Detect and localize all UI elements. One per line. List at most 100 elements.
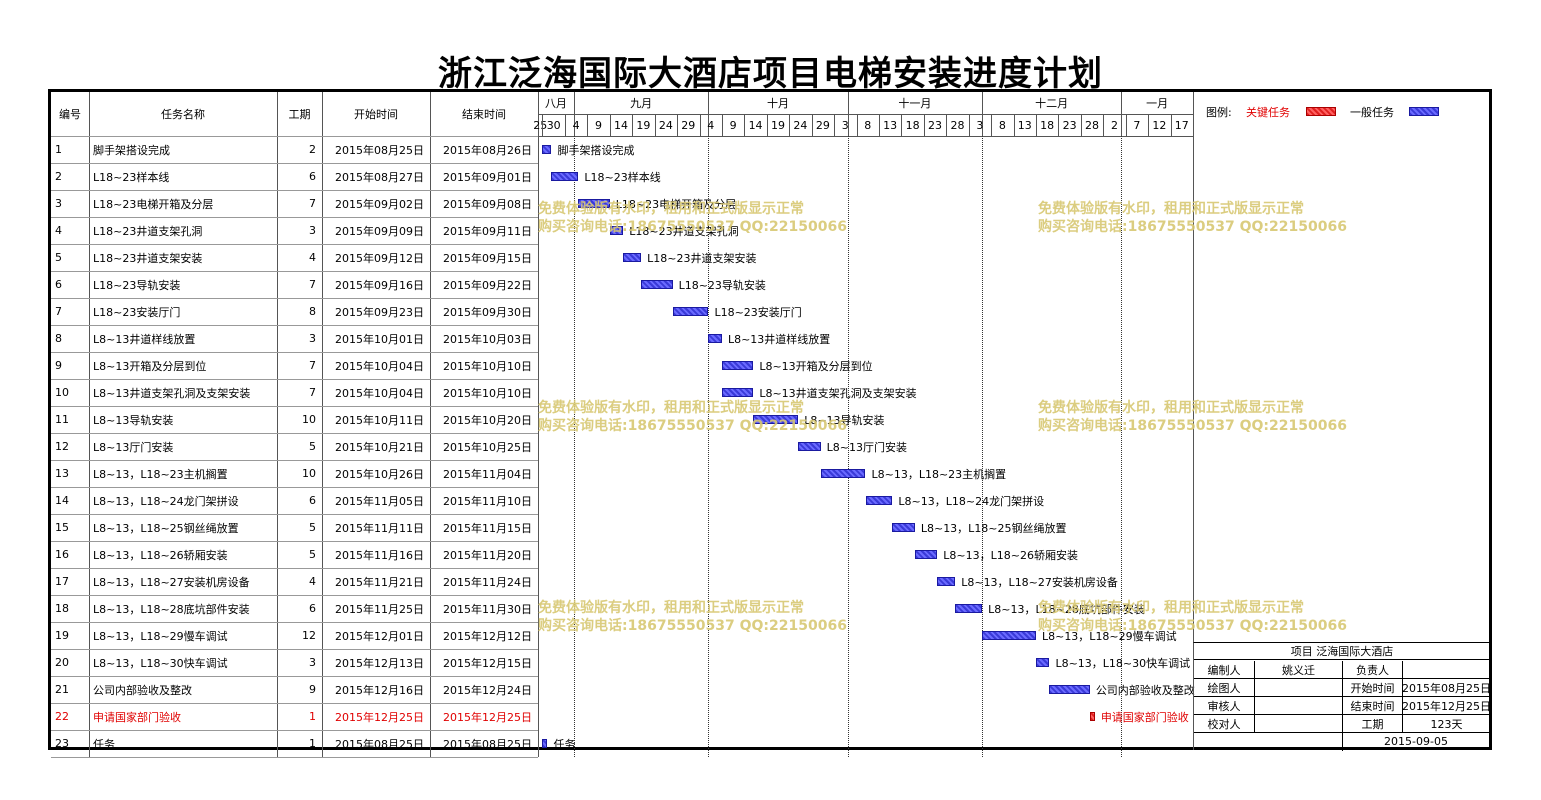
month-divider xyxy=(847,92,849,136)
cell-name: L8~13，L18~26轿厢安装 xyxy=(93,548,228,562)
day-label: 29 xyxy=(815,118,830,132)
table-row: 18 L8~13，L18~28底坑部件安装 6 2015年11月25日 2015年11月… xyxy=(51,595,538,622)
cell-name: L8~13，L18~24龙门架拼设 xyxy=(93,494,239,508)
info-date: 2015-09-05 xyxy=(1384,735,1448,748)
day-divider xyxy=(609,114,611,136)
gantt-bar xyxy=(672,307,709,316)
month-divider xyxy=(573,92,575,136)
gantt-bar xyxy=(982,631,1036,640)
gantt-bar xyxy=(865,496,893,505)
cell-end: 2015年08月25日 xyxy=(443,737,532,751)
cell-start: 2015年08月27日 xyxy=(335,170,424,184)
cell-end: 2015年11月30日 xyxy=(443,602,532,616)
cell-start: 2015年10月01日 xyxy=(335,332,424,346)
row-divider xyxy=(51,379,538,380)
cell-id: 12 xyxy=(55,440,69,453)
cell-name: L8~13厅门安装 xyxy=(93,440,174,454)
gantt-bar xyxy=(609,226,624,235)
table-row: 19 L8~13，L18~29慢车调试 12 2015年12月01日 2015年12月1… xyxy=(51,622,538,649)
table-row: 4 L18~23井道支架孔洞 3 2015年09月09日 2015年09月11日 xyxy=(51,217,538,244)
table-row: 14 L8~13，L18~24龙门架拼设 6 2015年11月05日 2015年11月1… xyxy=(51,487,538,514)
info-cell: 编制人 xyxy=(1207,664,1241,677)
month-label: 十一月 xyxy=(898,97,932,110)
row-divider xyxy=(51,703,538,704)
day-label: 19 xyxy=(771,118,785,132)
day-divider xyxy=(834,114,836,136)
day-label: 8 xyxy=(864,118,872,132)
day-label: 8 xyxy=(998,118,1006,132)
info-cell: 校对人 xyxy=(1207,718,1241,731)
info-cell xyxy=(1402,661,1490,679)
row-divider xyxy=(51,514,538,515)
header-duration: 工期 xyxy=(288,108,311,121)
cell-start: 2015年11月11日 xyxy=(335,521,424,535)
info-cell: 绘图人 xyxy=(1207,682,1241,695)
month-gridline xyxy=(708,136,710,757)
gantt-bar-label: L18~23导轨安装 xyxy=(678,279,766,292)
month-divider xyxy=(982,92,984,136)
gantt-bar xyxy=(753,415,799,424)
legend-normal-label: 一般任务 xyxy=(1350,106,1394,119)
table-row: 16 L8~13，L18~26轿厢安装 5 2015年11月16日 2015年11月20… xyxy=(51,541,538,568)
header-id: 编号 xyxy=(59,108,81,121)
day-divider xyxy=(564,114,566,136)
cell-id: 5 xyxy=(55,251,62,264)
row-divider xyxy=(51,136,538,137)
legend-panel: 图例: 关键任务 一般任务 xyxy=(1193,92,1489,642)
cell-id: 3 xyxy=(55,197,62,210)
info-cell: 审核人 xyxy=(1207,700,1241,713)
gantt-frame: 编号 任务名称 工期 开始时间 结束时间 1 脚手架搭设完成 2 2015年08月25… xyxy=(48,89,1492,758)
row-divider xyxy=(51,190,538,191)
day-divider xyxy=(587,114,589,136)
column-divider xyxy=(430,92,431,757)
day-divider xyxy=(766,114,768,136)
day-divider xyxy=(1058,114,1060,136)
day-divider xyxy=(1013,114,1015,136)
day-label: 28 xyxy=(950,118,965,132)
day-divider xyxy=(946,114,948,136)
cell-dur: 3 xyxy=(309,332,316,345)
table-row: 11 L8~13导轨安装 10 2015年10月11日 2015年10月20日 xyxy=(51,406,538,433)
gantt-bar-label: L8~13，L18~28底坑部件安装 xyxy=(988,603,1145,616)
month-label: 八月 xyxy=(544,97,567,110)
header-start: 开始时间 xyxy=(354,108,398,121)
cell-start: 2015年12月25日 xyxy=(335,710,424,724)
cell-end: 2015年10月10日 xyxy=(443,359,532,373)
day-divider xyxy=(1125,114,1127,136)
cell-end: 2015年10月03日 xyxy=(443,332,532,346)
day-label: 18 xyxy=(905,118,920,132)
gantt-bar xyxy=(1089,712,1095,721)
cell-id: 7 xyxy=(55,305,62,318)
month-label: 九月 xyxy=(630,97,653,110)
cell-end: 2015年09月11日 xyxy=(443,224,532,238)
row-divider xyxy=(51,433,538,434)
cell-end: 2015年12月12日 xyxy=(443,629,532,643)
table-row: 21 公司内部验收及整改 9 2015年12月16日 2015年12月24日 xyxy=(51,676,538,703)
table-row: 13 L8~13，L18~23主机搁置 10 2015年10月26日 2015年11月0… xyxy=(51,460,538,487)
cell-dur: 4 xyxy=(309,251,316,264)
cell-id: 17 xyxy=(55,575,69,588)
cell-dur: 1 xyxy=(309,710,316,723)
cell-start: 2015年09月02日 xyxy=(335,197,424,211)
row-divider xyxy=(51,541,538,542)
legend-normal-swatch xyxy=(1409,107,1439,116)
cell-name: L8~13，L18~27安装机房设备 xyxy=(93,575,250,589)
gantt-bar-label: L8~13，L18~25钢丝绳放置 xyxy=(920,522,1067,535)
day-divider xyxy=(744,114,746,136)
cell-start: 2015年10月26日 xyxy=(335,467,424,481)
row-divider xyxy=(51,595,538,596)
cell-name: L18~23导轨安装 xyxy=(93,278,181,292)
day-divider xyxy=(968,114,970,136)
gantt-bar xyxy=(937,577,956,586)
day-label: 18 xyxy=(1040,118,1055,132)
cell-name: 脚手架搭设完成 xyxy=(93,143,170,157)
info-cell: 开始时间 xyxy=(1342,679,1402,697)
legend-critical-label: 关键任务 xyxy=(1246,106,1290,119)
cell-name: 申请国家部门验收 xyxy=(93,710,181,724)
day-divider xyxy=(878,114,880,136)
cell-id: 9 xyxy=(55,359,62,372)
table-row: 20 L8~13，L18~30快车调试 3 2015年12月13日 2015年12月15… xyxy=(51,649,538,676)
cell-dur: 7 xyxy=(309,359,316,372)
table-row: 7 L18~23安装厅门 8 2015年09月23日 2015年09月30日 xyxy=(51,298,538,325)
row-divider xyxy=(51,568,538,569)
